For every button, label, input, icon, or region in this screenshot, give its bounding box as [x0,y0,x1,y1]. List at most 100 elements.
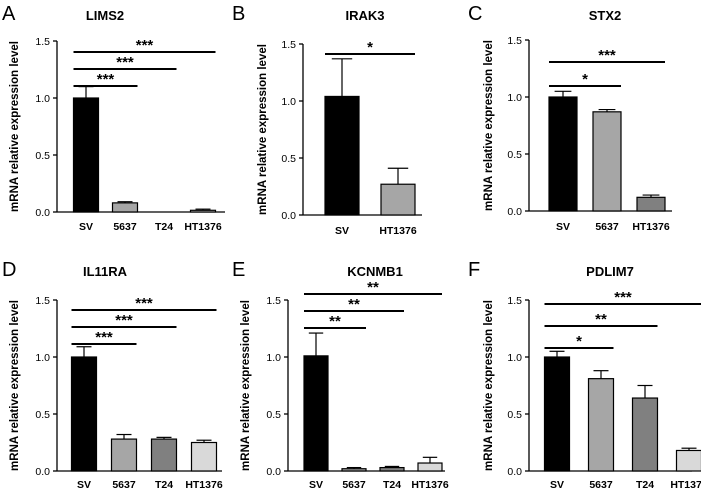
bar-ht1376 [675,449,701,472]
panel-letter: A [2,3,16,25]
bar-sv [548,96,578,212]
y-tick-label: 0.0 [35,207,50,219]
y-tick-label: 0.5 [35,409,50,421]
y-tick-label: 1.0 [281,96,296,108]
y-tick-label: 0.0 [281,210,296,222]
category-label-sv: SV [556,221,570,233]
category-label-sv: SV [335,225,349,237]
panel-letter: C [468,3,482,25]
y-tick-label: 0.5 [507,149,522,161]
significance-label: *** [115,312,133,329]
chart-panel-d: D IL11RA mRNA relative expression level 0.0… [2,259,223,491]
category-label-sv: SV [309,479,323,491]
significance-label: *** [97,71,115,88]
y-axis-label: mRNA relative expression level [240,300,252,471]
y-tick-label: 1.0 [266,352,281,364]
significance-label: * [576,333,582,350]
bar-sv [324,95,360,216]
y-tick-label: 1.0 [507,352,522,364]
bar-t24 [379,466,405,472]
significance-label: * [582,71,588,88]
y-tick-label: 0.5 [507,409,522,421]
bar-5637 [592,111,622,212]
significance-label: *** [136,37,154,54]
y-tick-label: 0.0 [507,206,522,218]
bar-ht1376 [417,462,443,472]
y-tick-label: 1.5 [507,35,522,47]
category-label-5637: 5637 [595,221,619,233]
bar-sv [303,355,329,472]
category-label-t24: T24 [155,479,173,491]
category-label-5637: 5637 [342,479,366,491]
category-label-ht1376: HT1376 [185,479,223,491]
y-tick-label: 1.0 [35,93,50,105]
y-tick-label: 0.0 [266,466,281,478]
chart-panel-f: F PDLIM7 mRNA relative expression level 0.0… [468,259,701,491]
panel-letter: E [232,259,245,281]
y-axis-label: mRNA relative expression level [483,300,495,471]
bar-t24 [631,397,659,472]
significance-label: ** [329,313,341,330]
chart-panel-b: B IRAK3 mRNA relative expression level 0.0 0… [232,3,422,237]
category-label-t24: T24 [155,221,173,233]
panel-letter: D [2,259,16,281]
category-label-ht1376: HT1376 [670,479,701,491]
chart-title: LIMS2 [86,8,124,23]
panel-letter: B [232,3,245,25]
significance-label: ** [348,296,360,313]
bar-5637 [110,438,138,472]
chart-panel-e: E KCNMB1 mRNA relative expression level 0.0… [232,259,449,491]
category-label-5637: 5637 [589,479,613,491]
bar-ht1376 [189,209,217,213]
bar-t24 [150,438,178,472]
y-tick-label: 0.5 [281,153,296,165]
category-label-sv: SV [550,479,564,491]
chart-title: KCNMB1 [347,264,403,279]
bar-5637 [587,378,615,472]
panel-letter: F [468,259,480,281]
y-tick-label: 1.0 [35,352,50,364]
category-label-t24: T24 [636,479,654,491]
bar-ht1376 [190,441,218,472]
y-axis-label: mRNA relative expression level [9,300,21,471]
bar-sv [543,356,571,472]
y-tick-label: 0.0 [35,466,50,478]
category-label-5637: 5637 [112,479,136,491]
significance-label: *** [614,289,632,306]
bar-5637 [111,202,139,213]
y-tick-label: 1.0 [507,92,522,104]
y-axis-label: mRNA relative expression level [257,44,269,215]
significance-label: ** [367,279,379,296]
chart-title: STX2 [589,8,622,23]
y-tick-label: 0.0 [507,466,522,478]
category-label-sv: SV [77,479,91,491]
bar-ht1376 [380,183,416,216]
y-tick-label: 1.5 [507,295,522,307]
y-tick-label: 1.5 [35,36,50,48]
category-label-ht1376: HT1376 [411,479,449,491]
y-tick-label: 1.5 [281,39,296,51]
significance-label: ** [595,311,607,328]
category-label-ht1376: HT1376 [379,225,417,237]
bar-5637 [341,468,367,472]
chart-title: PDLIM7 [586,264,634,279]
category-label-ht1376: HT1376 [632,221,670,233]
significance-label: * [367,39,373,56]
significance-label: *** [95,329,113,346]
chart-title: IRAK3 [345,8,384,23]
category-label-5637: 5637 [113,221,137,233]
bar-sv [72,97,100,213]
significance-label: *** [116,54,134,71]
y-tick-label: 1.5 [35,295,50,307]
chart-panel-a: A LIMS2 mRNA relative expression level 0.0 0… [2,3,225,233]
y-tick-label: 0.5 [266,409,281,421]
chart-title: IL11RA [83,264,128,279]
significance-label: *** [135,295,153,312]
bar-sv [70,356,98,472]
bar-ht1376 [636,196,666,212]
significance-label: *** [598,47,616,64]
y-tick-label: 1.5 [266,295,281,307]
y-axis-label: mRNA relative expression level [9,41,21,212]
category-label-ht1376: HT1376 [184,221,222,233]
